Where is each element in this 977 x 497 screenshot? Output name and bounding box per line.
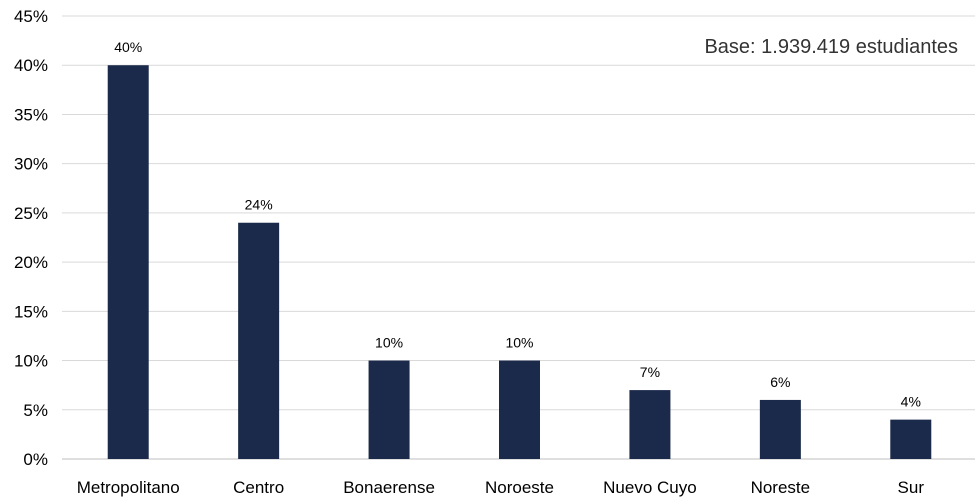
y-tick-label: 0% [23,450,48,469]
bar [368,360,410,459]
x-category-label: Bonaerense [343,478,435,497]
y-axis: 0% 5% 10% 15% 20% 25% 30% 35% 40% 45% [14,7,48,469]
x-category-label: Centro [233,478,284,497]
x-category-label: Noreste [751,478,811,497]
bars [107,65,932,459]
data-labels: 40% 24% 10% 10% 7% 6% 4% [114,39,921,409]
bar-value-label: 7% [640,364,660,380]
y-tick-label: 20% [14,253,48,272]
gridlines [62,15,975,460]
bar [107,65,149,459]
base-annotation: Base: 1.939.419 estudiantes [704,36,958,58]
y-tick-label: 5% [23,401,48,420]
bar [499,360,540,459]
bar-value-label: 6% [770,374,790,390]
bar-value-label: 10% [505,335,533,351]
y-tick-label: 15% [14,302,48,321]
y-tick-label: 45% [14,7,48,26]
bar [629,390,671,459]
y-tick-label: 25% [14,204,48,223]
bar [890,419,932,459]
x-category-label: Noroeste [485,478,554,497]
bar [238,222,280,459]
y-tick-label: 10% [14,352,48,371]
y-tick-label: 40% [14,56,48,75]
bar-value-label: 24% [245,197,273,213]
bar-value-label: 10% [375,335,403,351]
x-category-label: Sur [898,478,925,497]
bar-value-label: 40% [114,39,142,55]
y-tick-label: 35% [14,105,48,124]
bar-value-label: 4% [901,394,921,410]
bar [759,399,801,459]
x-category-label: Metropolitano [77,478,180,497]
y-tick-label: 30% [14,155,48,174]
x-category-label: Nuevo Cuyo [603,478,697,497]
x-axis: Metropolitano Centro Bonaerense Noroeste Nue… [77,478,925,497]
